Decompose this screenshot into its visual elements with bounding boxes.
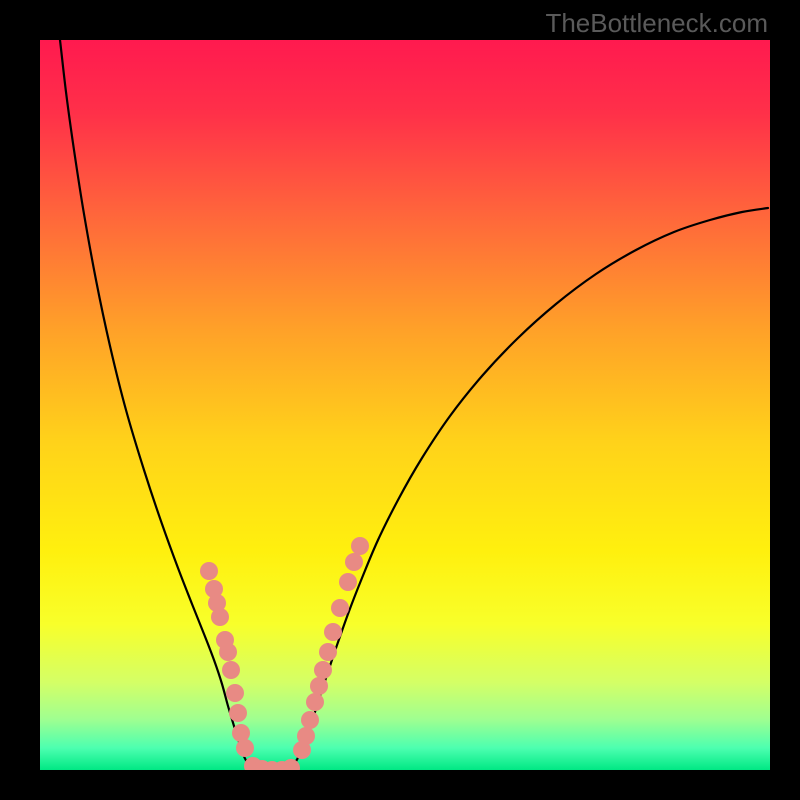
marker-dot	[200, 562, 218, 580]
marker-dot	[297, 727, 315, 745]
marker-dot	[314, 661, 332, 679]
marker-dot	[345, 553, 363, 571]
marker-dot	[282, 759, 300, 777]
marker-dot	[331, 599, 349, 617]
marker-dot	[319, 643, 337, 661]
marker-dot	[339, 573, 357, 591]
marker-dot	[219, 643, 237, 661]
marker-dot	[222, 661, 240, 679]
marker-dot	[211, 608, 229, 626]
marker-dot	[324, 623, 342, 641]
marker-dot	[310, 677, 328, 695]
marker-dot	[229, 704, 247, 722]
chart-svg-layer	[0, 0, 800, 800]
bottleneck-curve	[56, 6, 768, 770]
marker-dot	[306, 693, 324, 711]
marker-dot	[301, 711, 319, 729]
marker-dot	[226, 684, 244, 702]
marker-dot	[351, 537, 369, 555]
marker-dot	[236, 739, 254, 757]
